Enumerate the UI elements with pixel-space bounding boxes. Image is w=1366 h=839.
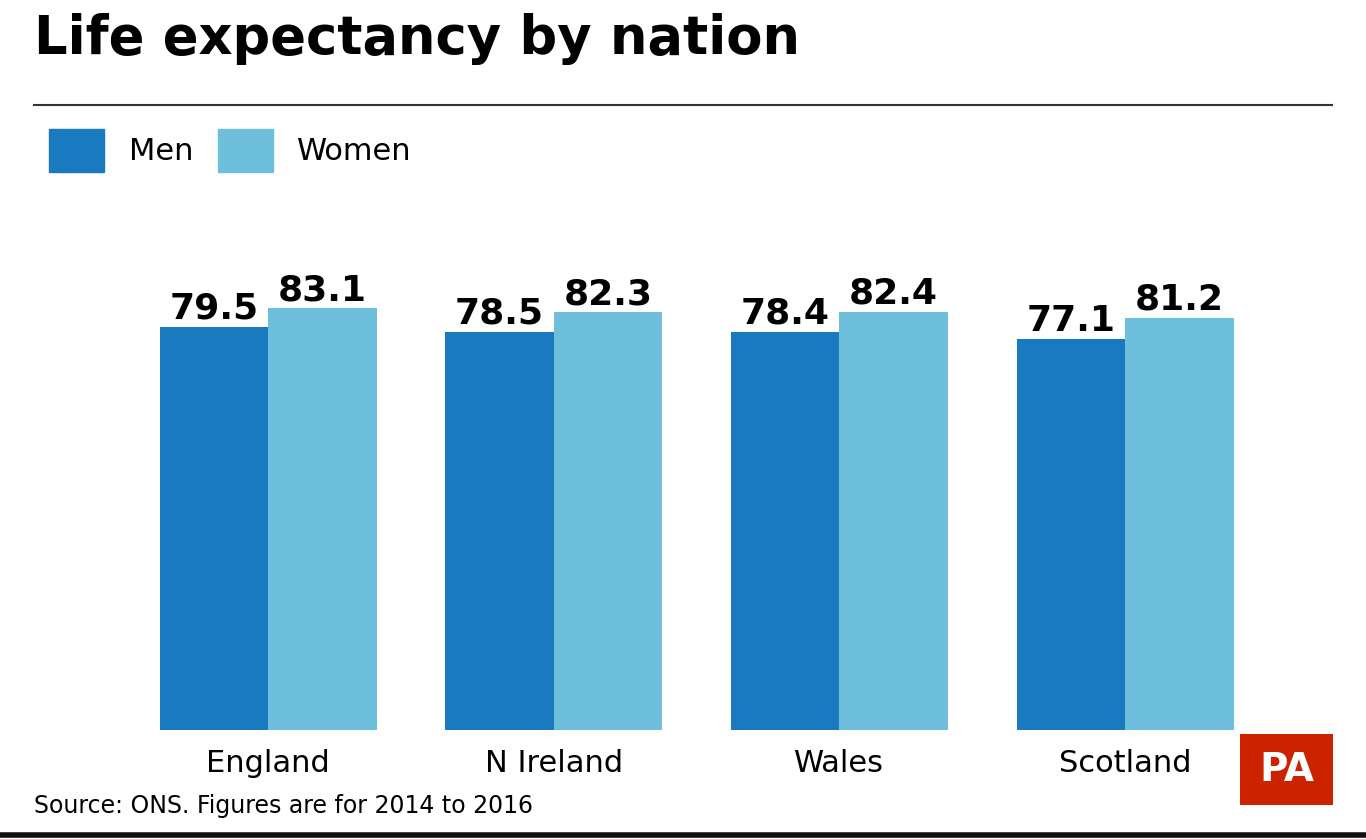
Text: 83.1: 83.1 [279,273,367,307]
Bar [160,326,268,730]
Bar [840,312,948,730]
Text: 77.1: 77.1 [1026,304,1115,337]
Bar [731,332,840,730]
Legend: Men, Women: Men, Women [49,128,413,172]
Text: 81.2: 81.2 [1135,283,1224,317]
Bar [445,331,553,730]
Bar [1126,318,1233,730]
Bar [1016,339,1126,730]
Text: 78.4: 78.4 [740,297,829,331]
Text: Life expectancy by nation: Life expectancy by nation [34,13,800,65]
Bar [553,312,663,730]
Text: 79.5: 79.5 [169,291,258,326]
Text: 82.4: 82.4 [850,277,938,310]
Text: 78.5: 78.5 [455,296,544,331]
Bar [268,309,377,730]
Text: 82.3: 82.3 [564,277,653,311]
Text: PA: PA [1259,751,1314,789]
Text: Source: ONS. Figures are for 2014 to 2016: Source: ONS. Figures are for 2014 to 201… [34,794,533,818]
